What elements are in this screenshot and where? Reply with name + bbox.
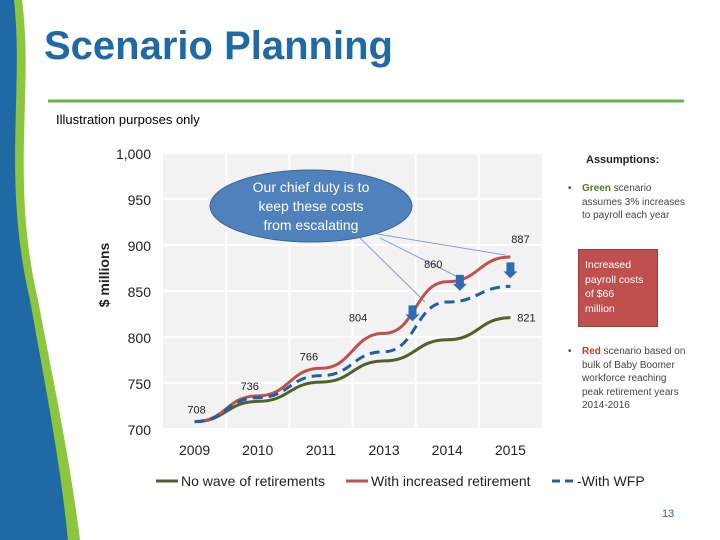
data-label: 860 [424, 259, 442, 271]
green-assumption-text: scenario assumes 3% increases to payroll… [582, 183, 685, 221]
y-tick-label: 1,000 [116, 146, 151, 162]
data-label: 887 [511, 234, 529, 246]
data-label: 804 [349, 312, 367, 324]
y-tick-label: 750 [128, 376, 152, 392]
y-tick-label: 900 [128, 238, 152, 254]
red-assumption-text: scenario based on bulk of Baby Boomer wo… [582, 346, 686, 411]
data-label: 736 [241, 381, 259, 393]
data-label: 821 [517, 313, 535, 325]
callout-text-line: Our chief duty is to [253, 179, 370, 195]
callout-pointer-line [359, 237, 426, 303]
callout-text-line: from escalating [264, 217, 359, 233]
legend-label-3: -With WFP [577, 473, 645, 489]
bullet-dot: • [568, 183, 572, 194]
red-keyword: Red [582, 346, 601, 357]
callout-pointer-line [379, 237, 461, 279]
data-label: 766 [300, 351, 318, 363]
callout-bubble [209, 169, 413, 243]
red-box-line: million [585, 302, 615, 315]
down-arrow [405, 305, 420, 322]
legend-label-1: No wave of retirements [181, 473, 325, 489]
x-tick-label: 2011 [306, 442, 336, 458]
y-axis-title: $ millions [96, 243, 112, 308]
red-box-line: payroll costs [585, 273, 644, 286]
data-label: 708 [187, 405, 205, 417]
y-tick-label: 700 [128, 422, 152, 438]
y-tick-label: 800 [128, 330, 152, 346]
callout-pointer-line [364, 231, 506, 256]
red-box-line: of $66 [585, 288, 615, 300]
y-tick-label: 850 [128, 284, 152, 300]
slide-title: Scenario Planning [44, 24, 393, 68]
page-number: 13 [662, 508, 675, 520]
increased-cost-box: Increased payroll costs of $66 million [578, 249, 658, 327]
legend-label-2: With increased retirement [371, 473, 531, 489]
left-blue-band [0, 0, 68, 540]
y-tick-label: 950 [128, 192, 152, 208]
bullet-dot: • [568, 346, 572, 357]
x-tick-label: 2013 [369, 442, 400, 458]
callout-text-line: keep these costs [258, 198, 363, 214]
assumptions-title: Assumptions: [586, 154, 660, 166]
x-tick-label: 2010 [242, 442, 273, 458]
series-line-1 [194, 316, 511, 424]
slide-subtitle: Illustration purposes only [56, 112, 200, 127]
down-arrow [452, 274, 467, 291]
down-arrow [503, 262, 518, 279]
x-tick-label: 2014 [432, 442, 463, 458]
x-tick-label: 2015 [495, 442, 526, 458]
x-tick-label: 2009 [179, 442, 210, 458]
green-keyword: Green [582, 183, 611, 194]
red-box-line: Increased [585, 259, 632, 271]
series-line-3 [194, 284, 511, 424]
series-line-2 [194, 255, 511, 424]
